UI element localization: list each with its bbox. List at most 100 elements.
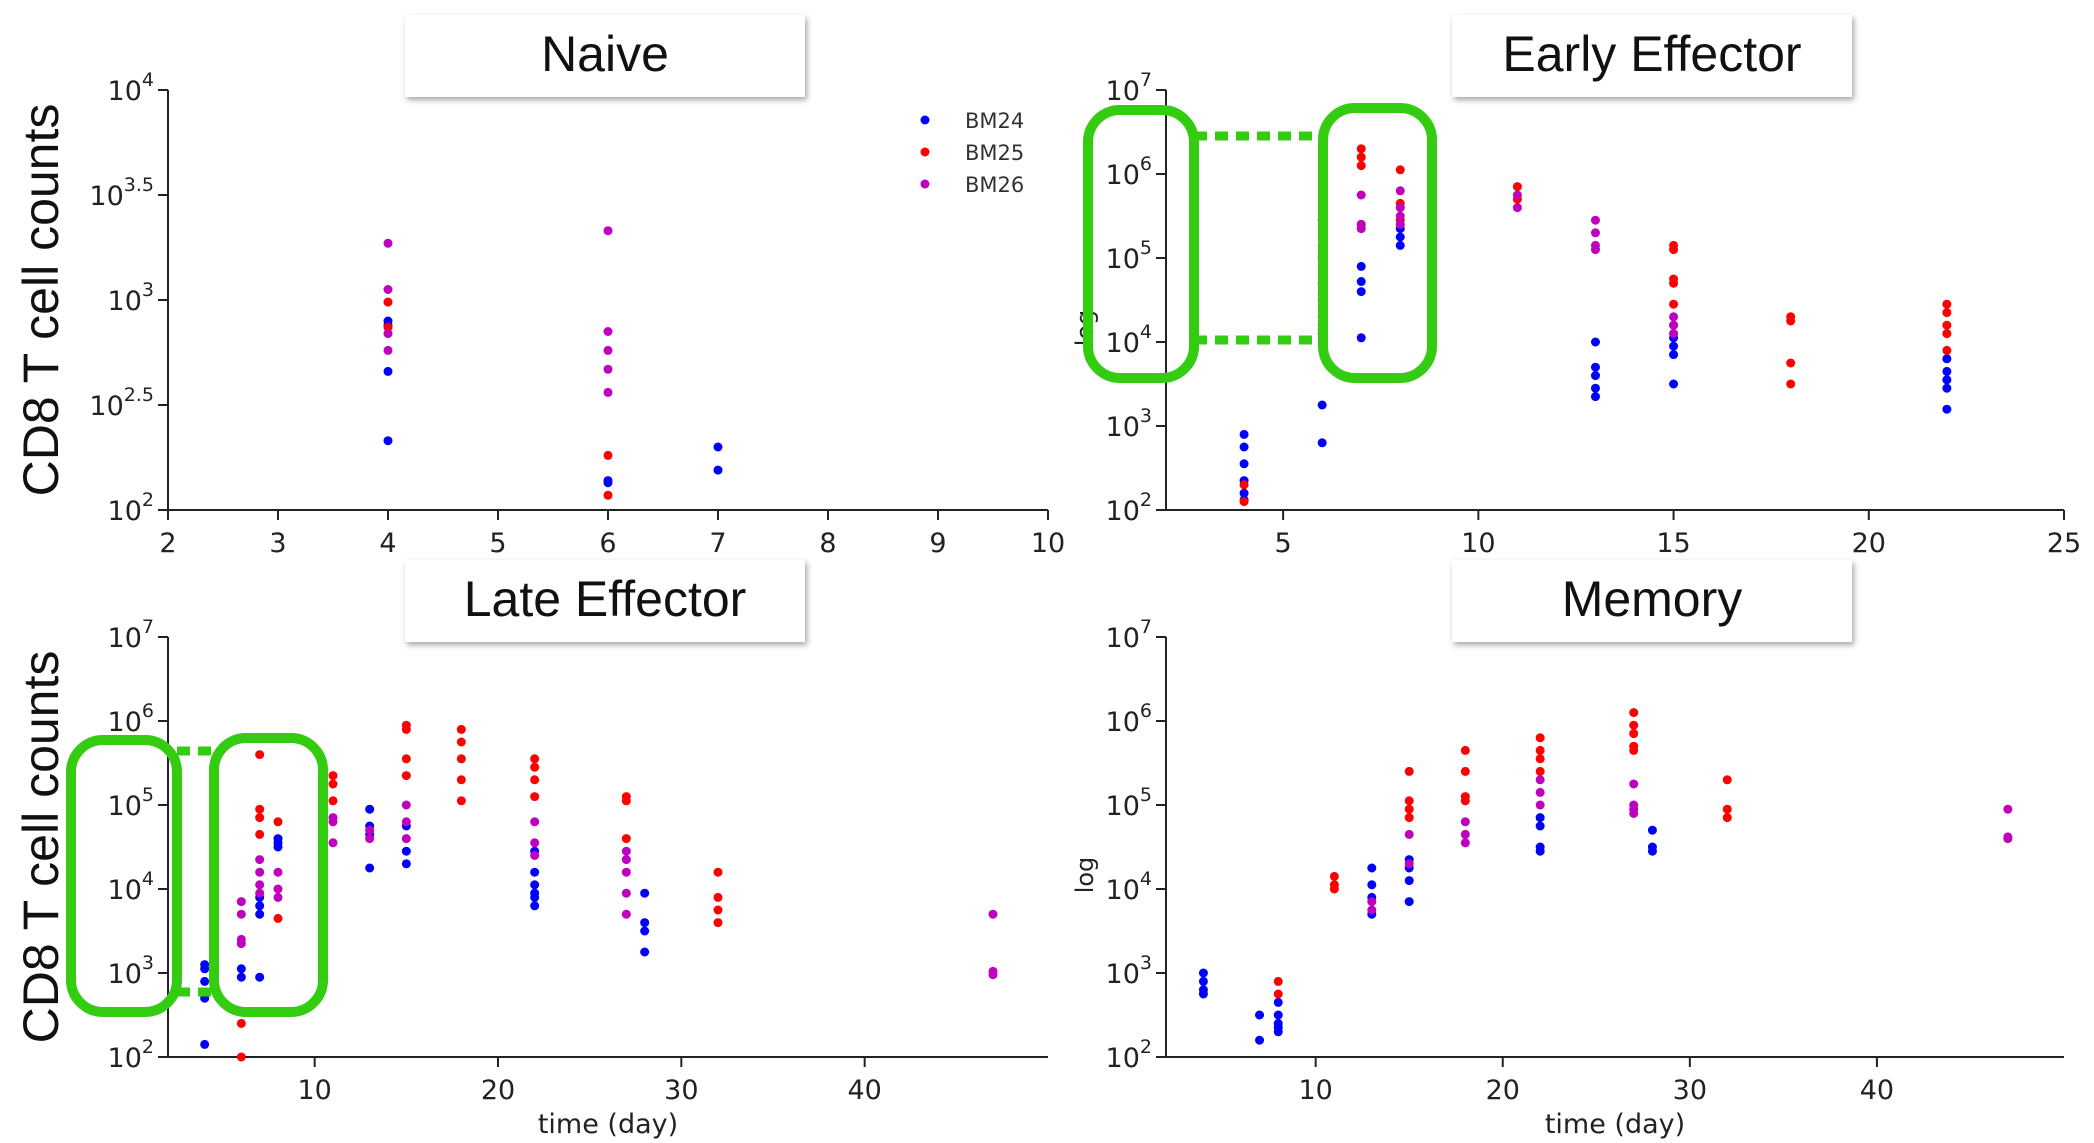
data-point (328, 771, 338, 781)
x-tick-label: 10 (297, 1075, 331, 1106)
data-point (236, 909, 246, 919)
data-point (1395, 240, 1405, 250)
data-point (1255, 1010, 1265, 1020)
y-tick-label: 103 (1106, 405, 1152, 443)
data-point (1356, 261, 1366, 271)
data-point (1942, 383, 1952, 393)
data-point (988, 970, 998, 980)
data-point (1629, 729, 1639, 739)
y-tick-label: 105 (1106, 784, 1152, 822)
data-point (1273, 976, 1283, 986)
data-point (1786, 316, 1796, 326)
data-point (328, 796, 338, 806)
data-point (1404, 804, 1414, 814)
data-point (1647, 825, 1657, 835)
data-point (401, 724, 411, 734)
data-point (1942, 404, 1952, 414)
data-point (1460, 745, 1470, 755)
data-point (456, 724, 466, 734)
legend-marker (920, 147, 930, 157)
data-point (1460, 766, 1470, 776)
data-point (1395, 219, 1405, 229)
data-point (1356, 190, 1366, 200)
data-point (255, 901, 265, 911)
data-point (401, 846, 411, 856)
data-point (456, 775, 466, 785)
data-point (603, 490, 613, 500)
data-point (530, 817, 540, 827)
data-point (1395, 232, 1405, 242)
data-point (401, 859, 411, 869)
data-point (713, 918, 723, 928)
data-point (383, 238, 393, 248)
data-point (1590, 383, 1600, 393)
data-point (1404, 829, 1414, 839)
data-point (236, 1052, 246, 1062)
data-point (383, 366, 393, 376)
data-point (1629, 708, 1639, 718)
data-point (401, 834, 411, 844)
data-point (255, 867, 265, 877)
data-point (1512, 190, 1522, 200)
y-tick-label: 104 (1106, 868, 1152, 906)
data-point (603, 327, 613, 336)
data-point (1942, 345, 1952, 355)
data-point (1535, 813, 1545, 823)
data-point (1786, 379, 1796, 389)
highlight-annotations (66, 103, 1437, 1017)
data-point (1367, 905, 1377, 915)
data-point (603, 364, 613, 374)
data-point (1356, 144, 1366, 154)
data-point (255, 804, 265, 814)
data-point (1629, 720, 1639, 730)
data-point (1722, 804, 1732, 814)
data-point (530, 775, 540, 785)
data-point (1367, 897, 1377, 907)
data-point (1590, 362, 1600, 372)
x-tick-label: 5 (1275, 528, 1292, 559)
data-point (1239, 480, 1249, 490)
data-point (1942, 329, 1952, 339)
data-point (365, 863, 375, 873)
y-tick-label: 106 (108, 700, 154, 738)
legend-label: BM26 (965, 173, 1024, 197)
data-point (1942, 375, 1952, 385)
data-point (236, 964, 246, 974)
data-point (1590, 337, 1600, 347)
data-point (1356, 287, 1366, 297)
x-tick-label: 15 (1656, 528, 1690, 559)
data-point (255, 813, 265, 823)
data-point (713, 892, 723, 902)
x-tick-label: 10 (1461, 528, 1495, 559)
chart-title: Late Effector (464, 571, 747, 627)
data-point (1273, 1027, 1283, 1037)
y-tick-label: 104 (108, 69, 154, 107)
data-point (1404, 897, 1414, 907)
chart-title: Memory (1562, 571, 1743, 627)
data-point (273, 867, 283, 877)
data-point (603, 387, 613, 397)
data-point (255, 855, 265, 865)
data-point (1786, 358, 1796, 368)
data-point (530, 838, 540, 848)
data-point (640, 926, 650, 936)
y-tick-label: 103 (1106, 952, 1152, 990)
data-point (255, 909, 265, 919)
data-point (328, 817, 338, 827)
data-point (1404, 813, 1414, 823)
data-point (1367, 863, 1377, 873)
y-tick-label: 107 (1106, 69, 1152, 107)
data-point (1356, 152, 1366, 162)
data-point (530, 892, 540, 902)
data-point (1273, 989, 1283, 999)
data-point (365, 825, 375, 835)
data-point (383, 329, 393, 339)
data-point (1942, 308, 1952, 318)
data-point (383, 297, 393, 307)
data-point (1512, 203, 1522, 213)
legend-marker (920, 179, 930, 189)
data-point (640, 888, 650, 898)
series-bm25 (1273, 708, 1732, 999)
data-point (1669, 278, 1679, 288)
data-point (1590, 371, 1600, 381)
